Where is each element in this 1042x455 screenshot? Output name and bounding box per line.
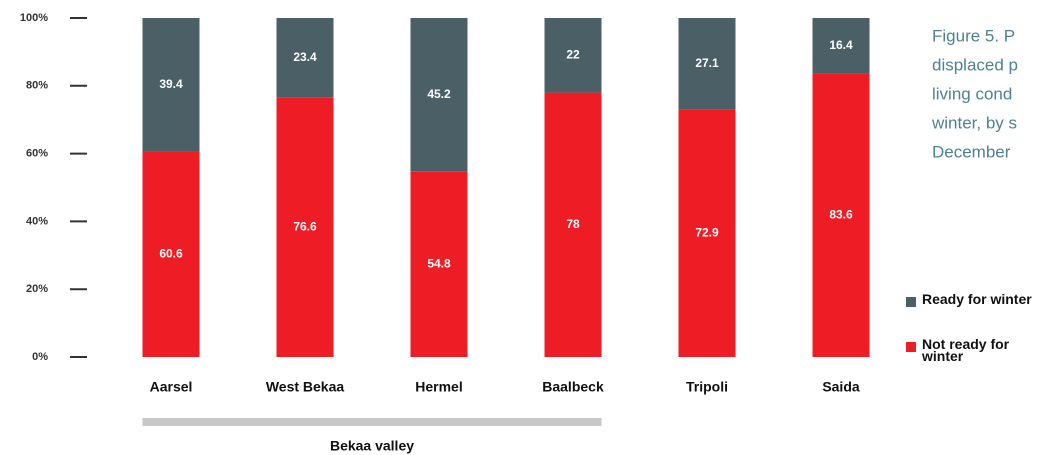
data-label: 23.4 <box>293 50 317 64</box>
caption-line: December <box>932 142 1011 161</box>
x-tick-label: Hermel <box>415 379 462 395</box>
bar-segment <box>812 73 870 357</box>
y-tick-label: 100% <box>20 12 48 24</box>
bar-segment <box>678 18 736 110</box>
data-label: 39.4 <box>159 77 183 91</box>
legend-swatch <box>906 297 916 307</box>
data-label: 45.2 <box>427 87 451 101</box>
bar-segment <box>276 18 334 98</box>
bar-segment <box>410 171 468 357</box>
data-label: 22 <box>566 47 580 61</box>
y-tick-label: 80% <box>26 80 48 92</box>
x-tick-label: Baalbeck <box>542 379 604 395</box>
data-label: 54.8 <box>427 256 451 270</box>
bar-segment <box>544 92 602 357</box>
caption-line: displaced p <box>932 55 1018 74</box>
caption-line: living cond <box>932 84 1012 103</box>
bar-segment <box>142 151 200 357</box>
group-bracket <box>142 418 602 426</box>
x-tick-label: West Bekaa <box>266 379 345 395</box>
legend-swatch <box>906 342 916 352</box>
data-label: 16.4 <box>829 38 853 52</box>
group-label: Bekaa valley <box>330 438 414 454</box>
y-tick-label: 60% <box>26 148 48 160</box>
data-label: 76.6 <box>293 219 317 233</box>
data-label: 78 <box>566 217 580 231</box>
bar-segment <box>410 18 468 172</box>
bar-segment <box>678 109 736 357</box>
data-label: 27.1 <box>695 56 719 70</box>
legend-label: Not ready for winter <box>922 336 1010 364</box>
x-tick-label: Saida <box>822 379 860 395</box>
bar-segment <box>812 18 870 74</box>
legend-label: Ready for winter <box>922 291 1032 307</box>
bar-segment <box>142 18 200 152</box>
data-label: 72.9 <box>695 226 719 240</box>
caption-line: winter, by s <box>931 113 1017 132</box>
y-tick-label: 0% <box>32 351 48 363</box>
bar-segment <box>276 97 334 358</box>
data-label: 83.6 <box>829 207 853 221</box>
data-label: 60.6 <box>159 246 183 260</box>
bar-segment <box>544 18 602 93</box>
x-tick-label: Tripoli <box>686 379 728 395</box>
y-tick-label: 40% <box>26 215 48 227</box>
y-tick-label: 20% <box>26 283 48 295</box>
caption-line: Figure 5. P <box>932 26 1015 45</box>
x-tick-label: Aarsel <box>150 379 193 395</box>
